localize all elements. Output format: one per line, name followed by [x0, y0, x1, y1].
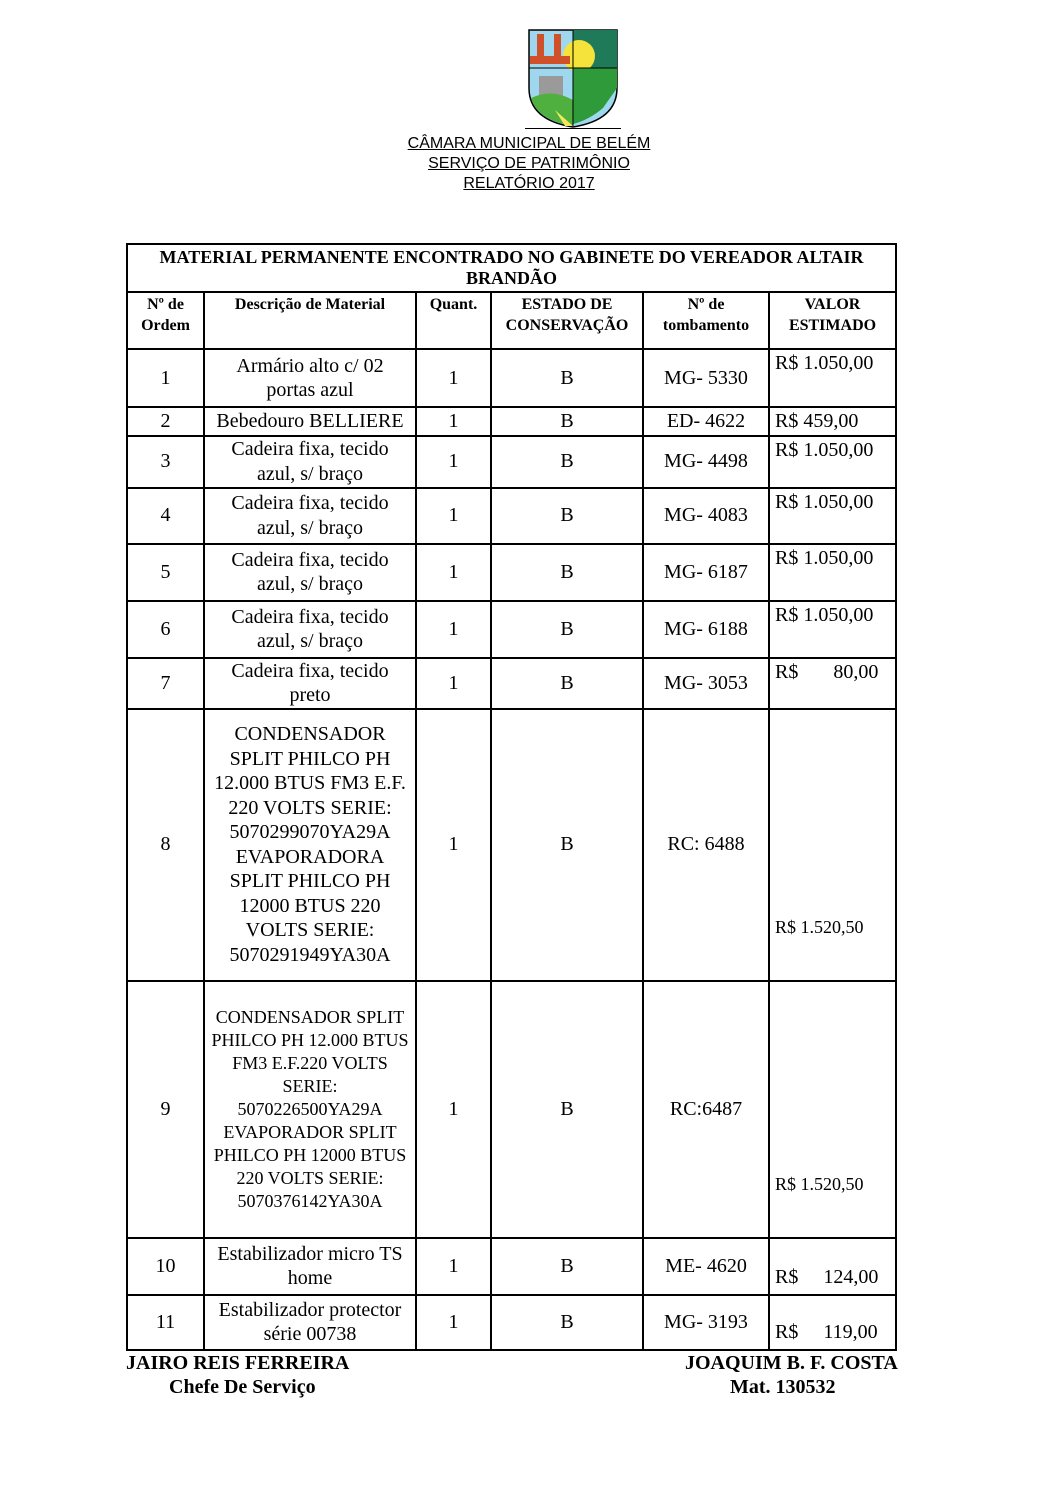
row-number: 1	[126, 348, 205, 408]
left-signature-name: JAIRO REIS FERREIRA	[126, 1352, 350, 1374]
item-value: R$ 1.520,50	[768, 707, 897, 982]
item-description: Bebedouro BELLIERE	[203, 406, 417, 437]
row-number: 5	[126, 542, 205, 602]
right-signature-name: JOAQUIM B. F. COSTA	[685, 1352, 898, 1374]
item-value: R$ 1.050,00	[768, 599, 897, 659]
item-description: CONDENSADOR SPLIT PHILCO PH 12.000 BTUS …	[203, 979, 417, 1239]
item-value: R$ 1.050,00	[768, 434, 897, 489]
item-condition: B	[490, 1293, 644, 1351]
item-condition: B	[490, 707, 644, 982]
col-estado: ESTADO DE CONSERVAÇÃO	[490, 291, 644, 350]
item-condition: B	[490, 1236, 644, 1296]
item-value: R$ 459,00	[768, 406, 897, 437]
table-row: 7 Cadeira fixa, tecido preto 1 B MG- 3053 R$ …	[126, 656, 897, 710]
item-asset-number: MG- 6187	[642, 542, 770, 602]
item-condition: B	[490, 348, 644, 408]
item-value: R$ 80,00	[768, 656, 897, 710]
item-asset-number: MG- 6188	[642, 599, 770, 659]
table-title: MATERIAL PERMANENTE ENCONTRADO NO GABINE…	[126, 243, 897, 293]
row-number: 11	[126, 1293, 205, 1351]
item-value: R$ 1.050,00	[768, 486, 897, 545]
col-ordem: Nº de Ordem	[126, 291, 205, 350]
item-quantity: 1	[415, 542, 492, 602]
item-asset-number: MG- 4083	[642, 486, 770, 545]
item-description: Estabilizador micro TS home	[203, 1236, 417, 1296]
item-value: R$ 1.050,00	[768, 542, 897, 602]
right-signature-role: Mat. 130532	[730, 1376, 836, 1398]
table-row: 3 Cadeira fixa, tecido azul, s/ braço 1 B MG…	[126, 434, 897, 489]
row-number: 8	[126, 707, 205, 982]
item-condition: B	[490, 486, 644, 545]
item-quantity: 1	[415, 434, 492, 489]
row-number: 4	[126, 486, 205, 545]
item-asset-number: MG- 5330	[642, 348, 770, 408]
row-number: 10	[126, 1236, 205, 1296]
table-row: 9 CONDENSADOR SPLIT PHILCO PH 12.000 BTUS…	[126, 979, 897, 1239]
item-condition: B	[490, 406, 644, 437]
item-quantity: 1	[415, 406, 492, 437]
item-condition: B	[490, 542, 644, 602]
col-quant: Quant.	[415, 291, 492, 350]
table-row: 6 Cadeira fixa, tecido azul, s/ braço 1 B MG…	[126, 599, 897, 659]
item-quantity: 1	[415, 1236, 492, 1296]
row-number: 3	[126, 434, 205, 489]
item-asset-number: ED- 4622	[642, 406, 770, 437]
item-description: Cadeira fixa, tecido azul, s/ braço	[203, 599, 417, 659]
item-description: Cadeira fixa, tecido azul, s/ braço	[203, 434, 417, 489]
table-row: 11 Estabilizador protector série 00738 1 B M…	[126, 1293, 897, 1351]
institution-name: CÂMARA MUNICIPAL DE BELÉM	[407, 135, 651, 152]
item-quantity: 1	[415, 486, 492, 545]
coat-of-arms-logo	[528, 29, 618, 128]
left-signature-role: Chefe De Serviço	[169, 1376, 316, 1398]
table-row: 2 Bebedouro BELLIERE 1 B ED- 4622 R$ 459,00	[126, 406, 897, 437]
item-description: Cadeira fixa, tecido preto	[203, 656, 417, 710]
table-row: 5 Cadeira fixa, tecido azul, s/ braço 1 B MG…	[126, 542, 897, 602]
col-tombamento: Nº de tombamento	[642, 291, 770, 350]
row-number: 9	[126, 979, 205, 1239]
item-quantity: 1	[415, 348, 492, 408]
item-condition: B	[490, 656, 644, 710]
item-quantity: 1	[415, 707, 492, 982]
item-condition: B	[490, 599, 644, 659]
item-asset-number: MG- 3193	[642, 1293, 770, 1351]
item-description: Cadeira fixa, tecido azul, s/ braço	[203, 542, 417, 602]
item-description: Armário alto c/ 02 portas azul	[203, 348, 417, 408]
table-row: 1 Armário alto c/ 02 portas azul 1 B MG- 533…	[126, 348, 897, 408]
row-number: 2	[126, 406, 205, 437]
item-value: R$ 119,00	[768, 1293, 897, 1351]
item-quantity: 1	[415, 599, 492, 659]
table-row: 10 Estabilizador micro TS home 1 B ME- 4620 R…	[126, 1236, 897, 1296]
item-asset-number: RC:6487	[642, 979, 770, 1239]
col-valor: VALOR ESTIMADO	[768, 291, 897, 350]
item-quantity: 1	[415, 1293, 492, 1351]
item-description: CONDENSADOR SPLIT PHILCO PH 12.000 BTUS …	[203, 707, 417, 982]
item-asset-number: ME- 4620	[642, 1236, 770, 1296]
item-quantity: 1	[415, 979, 492, 1239]
item-value: R$ 124,00	[768, 1236, 897, 1296]
item-asset-number: RC: 6488	[642, 707, 770, 982]
inventory-table: MATERIAL PERMANENTE ENCONTRADO NO GABINE…	[126, 243, 897, 1351]
item-asset-number: MG- 4498	[642, 434, 770, 489]
item-condition: B	[490, 979, 644, 1239]
row-number: 6	[126, 599, 205, 659]
item-asset-number: MG- 3053	[642, 656, 770, 710]
col-descricao: Descrição de Material	[203, 291, 417, 350]
crest-divider	[525, 128, 621, 129]
report-title: RELATÓRIO 2017	[463, 175, 595, 192]
item-value: R$ 1.520,50	[768, 979, 897, 1239]
item-quantity: 1	[415, 656, 492, 710]
table-row: 4 Cadeira fixa, tecido azul, s/ braço 1 B MG…	[126, 486, 897, 545]
item-description: Estabilizador protector série 00738	[203, 1293, 417, 1351]
item-value: R$ 1.050,00	[768, 348, 897, 408]
department-name: SERVIÇO DE PATRIMÔNIO	[428, 155, 630, 172]
table-row: 8 CONDENSADOR SPLIT PHILCO PH 12.000 BTUS…	[126, 707, 897, 982]
item-condition: B	[490, 434, 644, 489]
item-description: Cadeira fixa, tecido azul, s/ braço	[203, 486, 417, 545]
row-number: 7	[126, 656, 205, 710]
